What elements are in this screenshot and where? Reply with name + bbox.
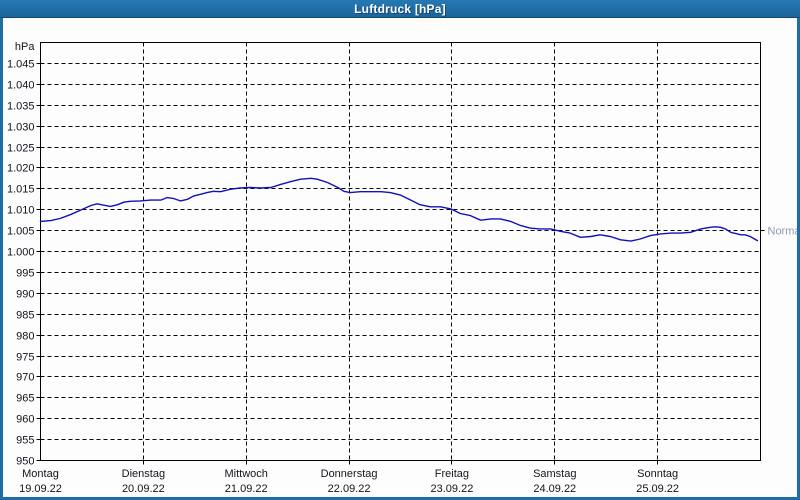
x-date-label: 24.09.22: [533, 483, 576, 495]
y-tick-label: 980: [16, 330, 34, 342]
window-frame: 1.045 1.040 1.035 1.030 1.025 1.020 1.015 1.010…: [0, 18, 800, 500]
x-date-label: 20.09.22: [122, 483, 165, 495]
y-tick-label: 1.035: [7, 100, 35, 112]
x-day-label: Mittwoch: [225, 468, 268, 480]
x-day-label: Samstag: [533, 468, 576, 480]
y-tick-label: 1.030: [7, 121, 35, 133]
x-day-label: Donnerstag: [321, 468, 378, 480]
y-tick-label: 990: [16, 288, 34, 300]
y-tick-label: 960: [16, 413, 34, 425]
y-tick-label: 1.015: [7, 183, 35, 195]
pressure-chart: 1.045 1.040 1.035 1.030 1.025 1.020 1.015 1.010…: [7, 41, 798, 495]
x-day-label: Freitag: [435, 468, 469, 480]
y-axis-unit-label: hPa: [15, 41, 35, 53]
y-tick-label: 955: [16, 434, 34, 446]
y-tick-label: 995: [16, 267, 34, 279]
y-tick-label: 985: [16, 309, 34, 321]
x-day-label: Montag: [22, 468, 59, 480]
window-title: Luftdruck [hPa]: [354, 1, 446, 16]
x-date-label: 19.09.22: [19, 483, 62, 495]
x-day-label: Dienstag: [122, 468, 165, 480]
chart-panel: 1.045 1.040 1.035 1.030 1.025 1.020 1.015 1.010…: [3, 18, 797, 497]
y-tick-label: 1.045: [7, 58, 35, 70]
x-date-label: 25.09.22: [636, 483, 679, 495]
y-tick-label: 965: [16, 392, 34, 404]
x-date-label: 21.09.22: [225, 483, 268, 495]
plot-border: [40, 42, 761, 461]
y-tick-label: 1.020: [7, 162, 35, 174]
x-date-label: 22.09.22: [328, 483, 371, 495]
y-tick-label: 1.025: [7, 142, 35, 154]
y-tick-label: 1.005: [7, 225, 35, 237]
y-tick-label: 970: [16, 371, 34, 383]
window-titlebar: Luftdruck [hPa]: [0, 0, 800, 18]
y-tick-label: 975: [16, 351, 34, 363]
x-date-label: 23.09.22: [431, 483, 474, 495]
y-tick-label: 1.040: [7, 79, 35, 91]
y-tick-label: 1.010: [7, 204, 35, 216]
x-day-label: Sonntag: [637, 468, 678, 480]
pressure-curve: [39, 177, 759, 242]
y-tick-label: 950: [16, 455, 34, 467]
normal-marker-label: Normal: [768, 225, 798, 237]
y-tick-label: 1.000: [7, 246, 35, 258]
